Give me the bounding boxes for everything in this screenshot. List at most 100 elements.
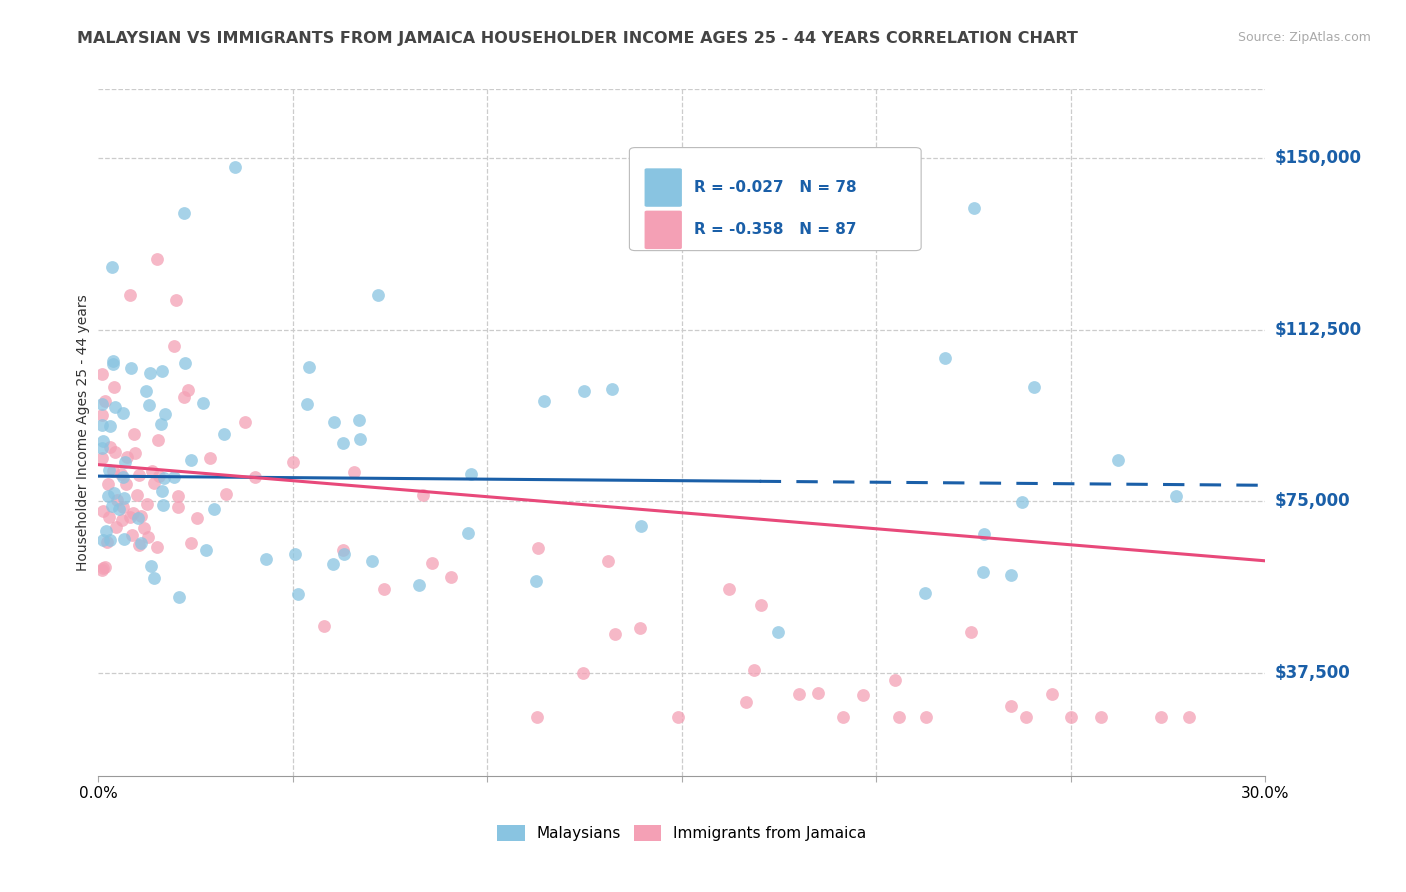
Point	[1015, 709, 1038, 723]
Point	[91, 563, 114, 577]
Point	[104, 445, 127, 459]
Point	[1090, 709, 1112, 723]
Point	[972, 565, 994, 579]
Point	[110, 467, 132, 482]
Point	[91, 418, 114, 433]
Point	[742, 663, 765, 677]
Point	[101, 464, 124, 478]
Point	[628, 621, 651, 635]
Point	[129, 508, 152, 523]
Point	[112, 532, 135, 546]
Point	[163, 339, 186, 353]
Point	[605, 627, 627, 641]
Point	[191, 396, 214, 410]
Point	[103, 486, 125, 500]
Point	[195, 543, 218, 558]
Point	[91, 367, 114, 381]
Point	[115, 476, 138, 491]
Point	[129, 536, 152, 550]
Point	[101, 260, 124, 275]
Point	[91, 441, 114, 455]
Point	[91, 434, 114, 449]
Point	[94, 393, 117, 408]
Text: $75,000: $75,000	[1275, 492, 1351, 510]
Point	[91, 504, 114, 518]
Point	[148, 469, 170, 483]
Point	[97, 476, 120, 491]
Point	[150, 417, 173, 432]
Point	[180, 536, 202, 550]
Point	[600, 382, 623, 396]
Point	[526, 541, 548, 555]
Point	[735, 695, 758, 709]
Point	[284, 547, 307, 561]
Point	[125, 488, 148, 502]
Point	[235, 415, 257, 429]
Point	[361, 554, 384, 568]
Point	[153, 407, 176, 421]
Point	[572, 666, 595, 681]
Point	[1150, 709, 1173, 723]
Point	[150, 364, 173, 378]
Point	[177, 384, 200, 398]
Point	[150, 484, 173, 499]
Point	[1164, 489, 1187, 503]
Point	[1000, 699, 1022, 714]
Point	[322, 557, 344, 571]
Point	[915, 709, 938, 723]
Point	[1011, 495, 1033, 509]
Point	[787, 687, 810, 701]
Point	[526, 709, 548, 723]
Point	[889, 709, 911, 723]
Point	[101, 353, 124, 368]
Point	[98, 418, 121, 433]
Point	[807, 686, 830, 700]
Point	[373, 582, 395, 597]
Point	[111, 470, 134, 484]
Point	[960, 625, 983, 640]
Point	[212, 426, 235, 441]
Point	[256, 552, 278, 566]
Point	[96, 535, 118, 549]
Point	[167, 590, 190, 604]
Point	[122, 426, 145, 441]
Point	[91, 397, 114, 411]
Point	[186, 511, 208, 525]
Point	[112, 500, 135, 514]
Point	[173, 355, 195, 369]
Point	[281, 455, 304, 469]
Point	[180, 453, 202, 467]
Point	[367, 288, 389, 302]
Point	[749, 598, 772, 612]
Point	[298, 359, 321, 374]
Point	[173, 391, 195, 405]
Point	[420, 556, 443, 570]
Point	[323, 415, 346, 429]
Point	[136, 497, 159, 511]
Point	[347, 413, 370, 427]
Point	[163, 470, 186, 484]
Point	[332, 543, 354, 558]
Point	[91, 408, 114, 422]
Point	[852, 688, 875, 702]
Point	[166, 489, 188, 503]
Point	[1024, 379, 1046, 393]
Point	[105, 493, 128, 508]
Point	[120, 360, 142, 375]
Point	[104, 400, 127, 414]
Point	[94, 560, 117, 574]
Point	[524, 574, 547, 588]
Text: R = -0.027   N = 78: R = -0.027 N = 78	[693, 180, 856, 195]
Point	[141, 464, 163, 478]
FancyBboxPatch shape	[630, 147, 921, 251]
Point	[332, 547, 354, 561]
Point	[243, 470, 266, 484]
Point	[97, 463, 120, 477]
Point	[135, 384, 157, 399]
Point	[884, 673, 907, 688]
Point	[112, 491, 135, 505]
Point	[295, 397, 318, 411]
Legend: Malaysians, Immigrants from Jamaica: Malaysians, Immigrants from Jamaica	[491, 819, 873, 847]
Point	[668, 709, 690, 723]
Point	[934, 351, 956, 365]
